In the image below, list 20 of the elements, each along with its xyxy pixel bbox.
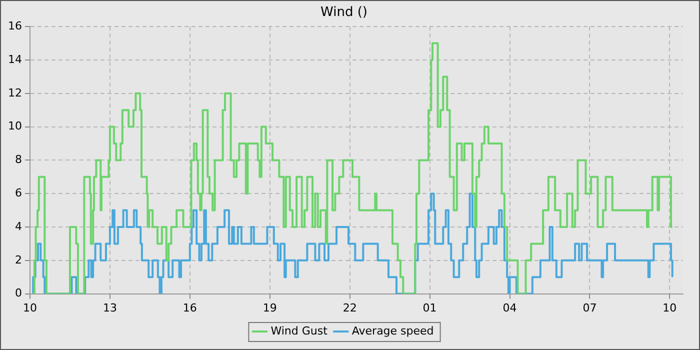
x-tick-label: 13: [102, 301, 117, 314]
y-tick-label: 14: [8, 52, 22, 66]
x-tick-label: 16: [182, 301, 197, 314]
y-tick-label: 8: [14, 153, 22, 166]
y-tick-label: 2: [14, 253, 22, 266]
x-tick-label: 10: [662, 301, 677, 314]
y-tick-label: 6: [14, 186, 22, 200]
y-tick-label: 0: [14, 286, 22, 300]
x-tick-label: 22: [342, 301, 357, 314]
y-tick-label: 10: [8, 120, 22, 133]
x-tick-label: 19: [262, 301, 277, 314]
x-tick-label: 07: [582, 301, 597, 314]
y-tick-label: 4: [14, 220, 22, 233]
legend-label: Average speed: [352, 324, 434, 338]
x-tick-label: 01: [422, 301, 437, 314]
y-tick-label: 12: [8, 86, 22, 100]
chart-title: Wind (): [320, 5, 368, 20]
legend-label: Wind Gust: [270, 324, 328, 338]
y-tick-label: 16: [8, 19, 22, 32]
x-tick-label: 04: [502, 301, 517, 314]
